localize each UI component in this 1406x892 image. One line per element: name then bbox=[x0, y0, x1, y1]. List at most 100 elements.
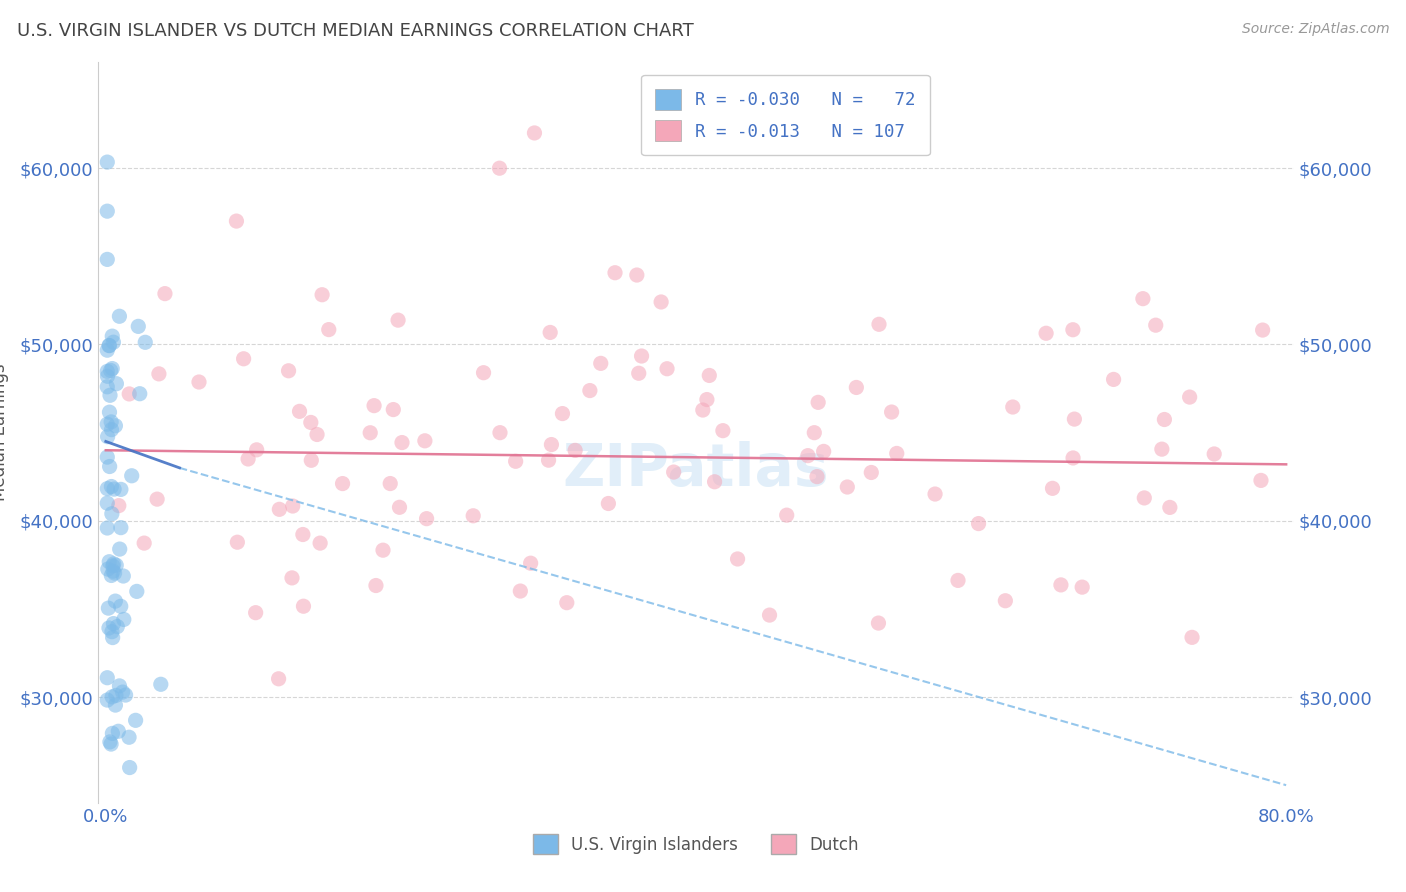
Point bbox=[96, 417, 118, 432]
Point bbox=[107, 724, 129, 739]
Point bbox=[880, 405, 903, 419]
Point bbox=[387, 313, 409, 327]
Point bbox=[868, 616, 890, 631]
Point bbox=[650, 295, 672, 310]
Point bbox=[246, 442, 269, 457]
Point bbox=[1062, 450, 1084, 465]
Point bbox=[564, 443, 586, 458]
Point bbox=[803, 425, 825, 440]
Point bbox=[98, 735, 121, 749]
Point bbox=[101, 726, 124, 740]
Point bbox=[1132, 292, 1154, 306]
Point bbox=[111, 685, 134, 699]
Point bbox=[96, 380, 118, 394]
Point bbox=[1181, 631, 1204, 645]
Point bbox=[1050, 578, 1073, 592]
Point bbox=[363, 399, 385, 413]
Point bbox=[489, 425, 512, 440]
Point bbox=[100, 415, 122, 429]
Point bbox=[101, 690, 124, 704]
Point bbox=[1071, 580, 1094, 594]
Point bbox=[776, 508, 799, 523]
Point bbox=[98, 338, 121, 352]
Point bbox=[845, 380, 868, 394]
Point bbox=[101, 558, 124, 573]
Point bbox=[627, 366, 650, 380]
Text: U.S. VIRGIN ISLANDER VS DUTCH MEDIAN EARNINGS CORRELATION CHART: U.S. VIRGIN ISLANDER VS DUTCH MEDIAN EAR… bbox=[17, 22, 693, 40]
Point bbox=[589, 356, 612, 370]
Point bbox=[146, 492, 169, 507]
Point bbox=[1250, 474, 1272, 488]
Point bbox=[463, 508, 485, 523]
Point bbox=[388, 500, 411, 515]
Point bbox=[98, 405, 121, 419]
Point bbox=[100, 568, 122, 582]
Point bbox=[127, 319, 149, 334]
Point bbox=[96, 343, 118, 358]
Point bbox=[711, 424, 734, 438]
Point bbox=[415, 511, 437, 525]
Point bbox=[101, 507, 124, 521]
Point bbox=[924, 487, 946, 501]
Point bbox=[97, 562, 120, 576]
Point bbox=[305, 427, 328, 442]
Point bbox=[1133, 491, 1156, 505]
Point bbox=[96, 693, 118, 707]
Point bbox=[359, 425, 381, 440]
Point bbox=[98, 459, 121, 474]
Point bbox=[703, 475, 725, 489]
Point bbox=[626, 268, 648, 282]
Point bbox=[555, 596, 578, 610]
Point bbox=[101, 631, 124, 645]
Point bbox=[148, 367, 170, 381]
Point bbox=[332, 476, 354, 491]
Text: Source: ZipAtlas.com: Source: ZipAtlas.com bbox=[1241, 22, 1389, 37]
Point bbox=[318, 322, 340, 336]
Point bbox=[134, 335, 156, 350]
Point bbox=[96, 364, 118, 378]
Point bbox=[97, 601, 120, 615]
Point bbox=[107, 499, 129, 513]
Point bbox=[104, 418, 127, 433]
Point bbox=[758, 608, 780, 623]
Point bbox=[103, 616, 125, 631]
Point bbox=[110, 599, 132, 614]
Point bbox=[1153, 412, 1175, 426]
Point bbox=[509, 584, 531, 599]
Point bbox=[134, 536, 156, 550]
Point bbox=[149, 677, 172, 691]
Point bbox=[103, 557, 125, 571]
Legend: U.S. Virgin Islanders, Dutch: U.S. Virgin Islanders, Dutch bbox=[526, 828, 866, 861]
Point bbox=[128, 386, 150, 401]
Point bbox=[540, 437, 562, 451]
Point bbox=[101, 564, 124, 578]
Point bbox=[100, 423, 122, 437]
Point bbox=[97, 621, 120, 635]
Point bbox=[299, 453, 322, 467]
Y-axis label: Median Earnings: Median Earnings bbox=[0, 364, 8, 501]
Point bbox=[291, 527, 314, 541]
Point bbox=[537, 453, 560, 467]
Point bbox=[96, 155, 118, 169]
Point bbox=[118, 387, 141, 401]
Point bbox=[118, 760, 141, 774]
Point bbox=[1178, 390, 1201, 404]
Point bbox=[472, 366, 495, 380]
Point bbox=[225, 214, 247, 228]
Point bbox=[1063, 412, 1085, 426]
Point bbox=[860, 466, 883, 480]
Point bbox=[603, 266, 626, 280]
Point bbox=[96, 671, 118, 685]
Point bbox=[1251, 323, 1274, 337]
Point bbox=[813, 444, 835, 458]
Point bbox=[103, 335, 125, 350]
Point bbox=[97, 430, 120, 444]
Point bbox=[236, 452, 259, 467]
Point bbox=[1150, 442, 1173, 457]
Point bbox=[806, 469, 828, 483]
Point bbox=[292, 599, 315, 614]
Point bbox=[114, 688, 136, 702]
Point bbox=[994, 593, 1017, 607]
Point bbox=[108, 542, 131, 557]
Point bbox=[281, 571, 304, 585]
